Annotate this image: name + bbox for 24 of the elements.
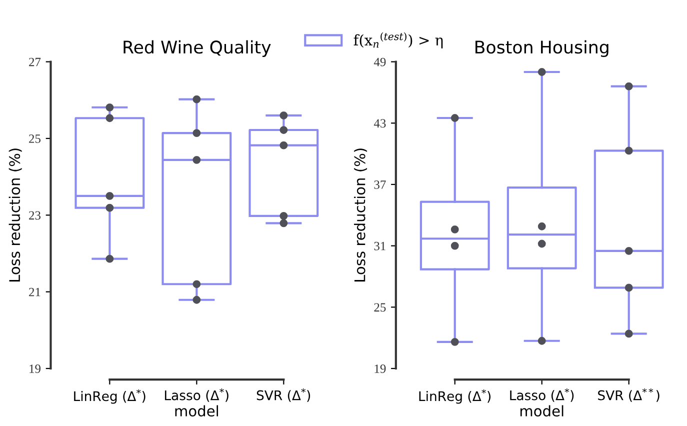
x-tick-label: LinReg (Δ$^{*}$) xyxy=(419,389,490,404)
y-tick-label: 43 xyxy=(374,119,386,128)
y-tick-label: 23 xyxy=(29,211,41,220)
y-tick-label: 31 xyxy=(374,242,386,250)
legend-label: f(x$_{n}$$^{(test)}$) > η xyxy=(354,32,443,48)
y-tick-label: 19 xyxy=(30,364,40,373)
x-tick-label: Lasso (Δ$^{*}$) xyxy=(510,388,574,402)
x-axis-title: model xyxy=(520,405,564,417)
y-tick-label: 21 xyxy=(29,288,40,296)
x-axis-title: model xyxy=(175,405,218,417)
x-tick-label: SVR (Δ$^{*}$) xyxy=(256,388,310,402)
y-tick-label: 25 xyxy=(374,303,386,312)
x-tick-label: Lasso (Δ$^{*}$) xyxy=(164,388,228,402)
y-axis-title: Loss reduction (%) xyxy=(8,148,22,282)
y-tick-label: 37 xyxy=(374,180,386,189)
chart-title: Boston Housing xyxy=(476,40,608,58)
chart-title: Red Wine Quality xyxy=(124,40,271,58)
x-tick-label: SVR (Δ$^{**}$) xyxy=(598,388,660,402)
y-tick-label: 27 xyxy=(29,58,41,66)
y-tick-label: 19 xyxy=(374,364,386,373)
y-tick-label: 25 xyxy=(29,134,41,143)
x-tick-label: LinReg (Δ$^{*}$) xyxy=(74,389,146,404)
y-axis-title: Loss reduction (%) xyxy=(354,148,368,282)
y-tick-label: 49 xyxy=(374,58,386,66)
